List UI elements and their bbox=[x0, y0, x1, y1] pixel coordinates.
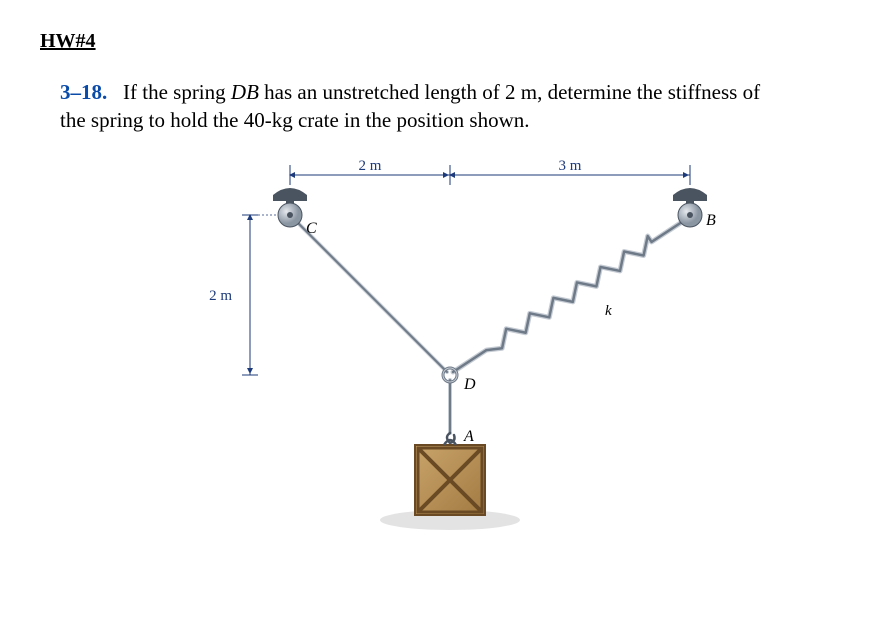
svg-text:A: A bbox=[463, 428, 474, 445]
problem-italic: DB bbox=[231, 80, 259, 104]
problem-number: 3–18. bbox=[60, 80, 107, 104]
svg-text:C: C bbox=[306, 220, 317, 237]
svg-text:D: D bbox=[463, 376, 476, 393]
svg-text:2 m: 2 m bbox=[209, 288, 232, 304]
problem-figure: 2 m 3 m 2 m k D C B A bbox=[140, 145, 740, 545]
problem-text-1: If the spring bbox=[123, 80, 231, 104]
hw-label: HW#4 bbox=[40, 30, 839, 53]
svg-text:3 m: 3 m bbox=[558, 158, 581, 174]
svg-text:2 m: 2 m bbox=[358, 158, 381, 174]
svg-text:B: B bbox=[706, 212, 716, 229]
svg-text:k: k bbox=[605, 303, 612, 319]
figure-container: 2 m 3 m 2 m k D C B A bbox=[40, 145, 839, 545]
problem-statement: 3–18. If the spring DB has an unstretche… bbox=[60, 78, 780, 135]
